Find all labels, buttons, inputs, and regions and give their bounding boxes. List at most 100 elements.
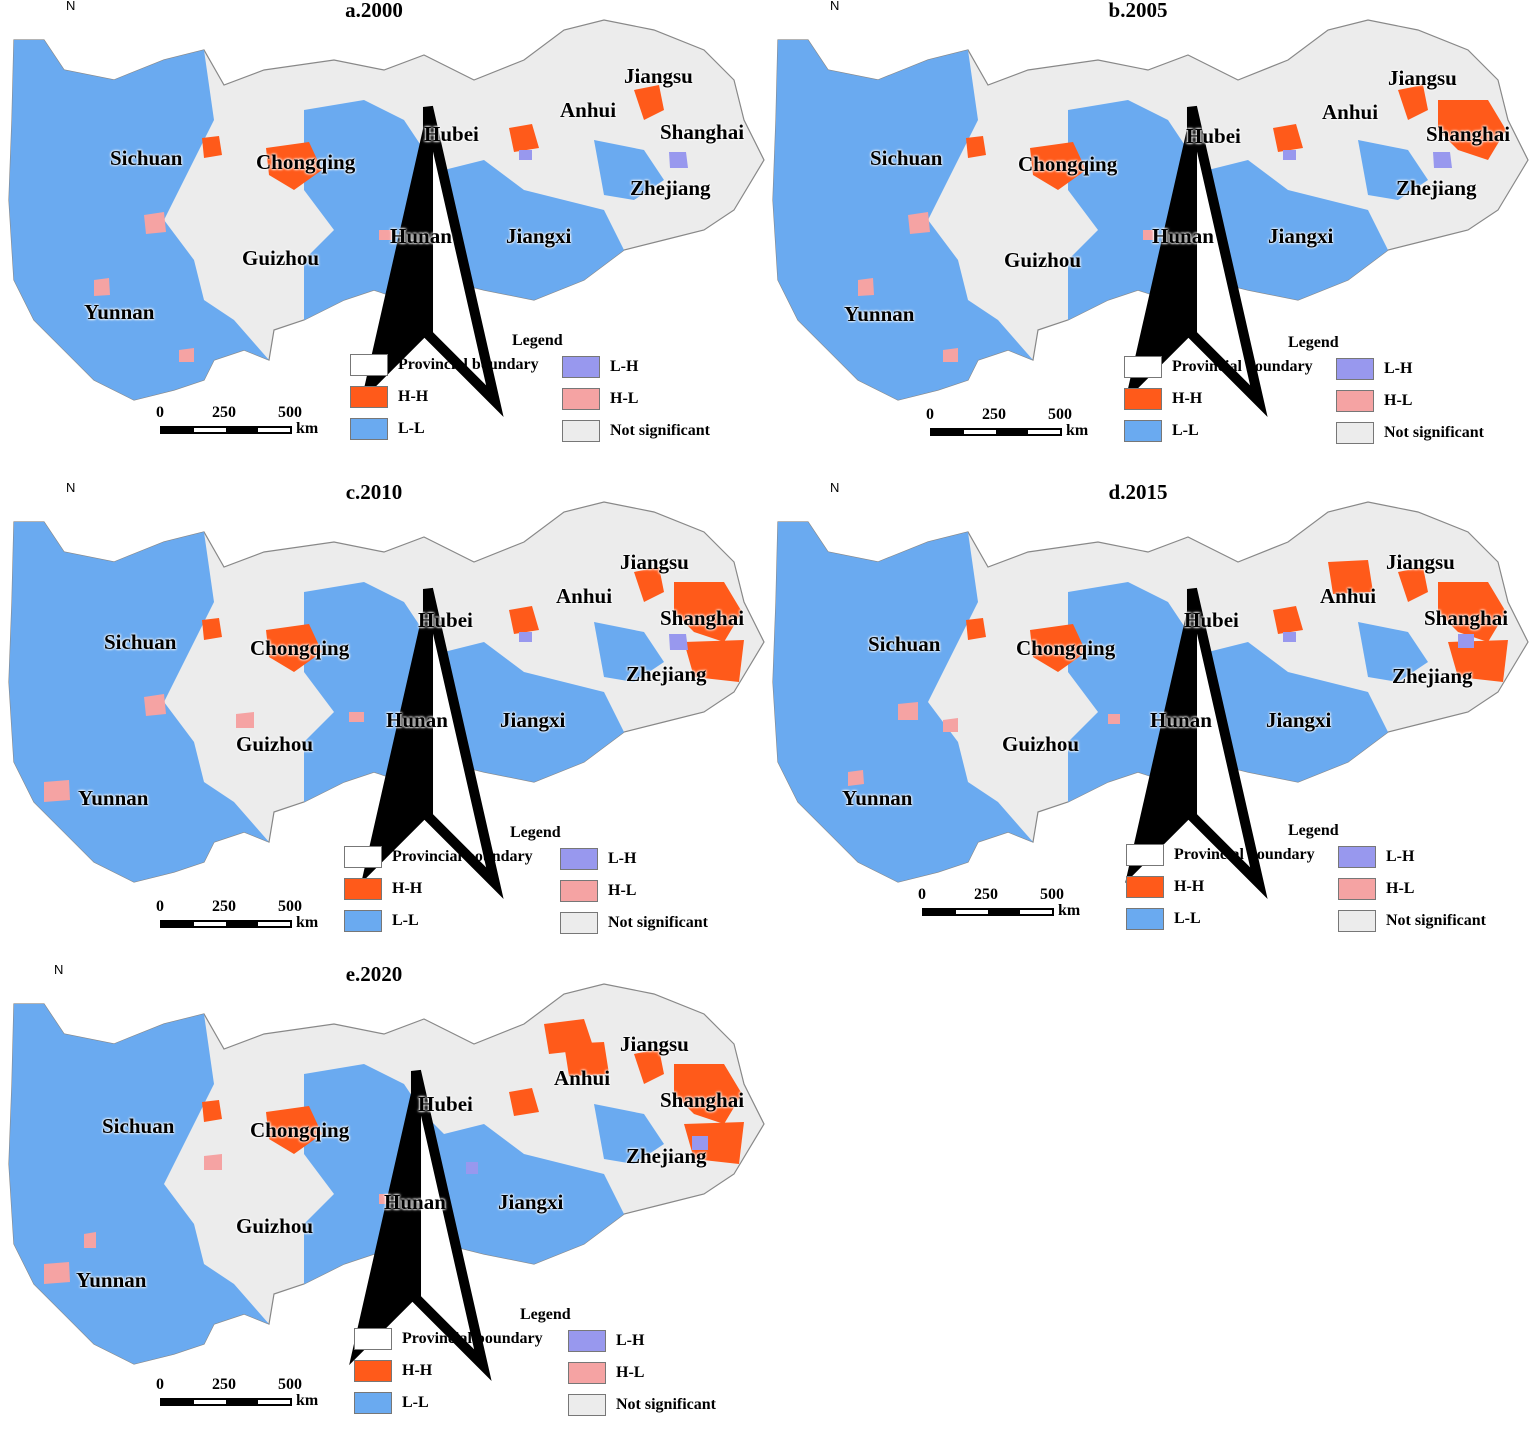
label-anhui: Anhui [1322,100,1379,124]
hl-sichuan [144,212,166,234]
panel-title: d.2015 [1108,480,1168,504]
scale-unit: km [296,1392,319,1409]
hh-chongqing [1030,142,1086,190]
ll-northeast [1358,140,1428,200]
legend-lh: L-H [568,1330,644,1352]
label-guizhou: Guizhou [242,246,320,270]
hh-chengdu [202,1100,222,1122]
label-hunan: Hunan [390,224,452,248]
hl-south [943,718,958,732]
label-jiangsu: Jiangsu [1386,550,1455,574]
hl-yunnan [858,278,874,296]
lh-hubei [1283,632,1296,642]
label-hubei: Hubei [424,122,479,146]
scale-zero: 0 [918,886,926,903]
lh-hubei [466,1162,478,1174]
label-jiangxi: Jiangxi [500,708,566,732]
map-panel-2005: b.2005 N Sichuan Chongqing Guizhou Yunna… [768,0,1529,468]
panel-title: c.2010 [345,480,403,504]
ll-northeast [594,1104,664,1164]
legend-hl: H-L [1336,390,1412,412]
label-chongqing: Chongqing [250,1118,350,1142]
scale-zero: 0 [156,898,164,915]
label-guizhou: Guizhou [236,1214,314,1238]
scale-max: 500 [278,1376,302,1393]
label-hunan: Hunan [384,1190,446,1214]
legend-not-significant: Not significant [560,912,708,934]
hh-chengdu [202,618,222,640]
hl-south [84,1232,96,1248]
lh-zhejiang [1433,152,1452,168]
hh-hubei [1273,124,1303,152]
legend-provincial-boundary: Provincial boundary [350,354,539,376]
label-yunnan: Yunnan [76,1268,147,1292]
north-arrow-icon: N [36,962,492,1381]
ll-northeast [594,140,664,200]
label-chongqing: Chongqing [1018,152,1118,176]
hh-chongqing [1030,624,1086,672]
ll-west-sichuan-yunnan [773,522,1033,882]
hh-hubei [509,124,539,152]
legend-label: Provincial boundary [398,356,539,373]
legend-label: L-L [392,912,419,929]
legend-ll: L-L [1126,908,1201,930]
scale-mid: 250 [212,404,236,421]
hh-chongqing [266,1106,322,1154]
scale-unit: km [1058,902,1081,919]
hh-chengdu [966,136,986,158]
ll-west-sichuan-yunnan [773,40,1033,400]
lh-hubei [519,150,532,160]
scale-max: 500 [278,404,302,421]
legend-lh: L-H [560,848,636,870]
legend-label: Provincial boundary [1174,846,1315,863]
label-guizhou: Guizhou [236,732,314,756]
ll-central [1068,582,1388,802]
hl-hunan [1108,714,1120,724]
label-sichuan: Sichuan [102,1114,175,1138]
label-sichuan: Sichuan [868,632,941,656]
lh-zhejiang [1458,634,1474,648]
scale-zero: 0 [156,1376,164,1393]
legend-hh: H-H [350,386,428,408]
hl-sichuan [898,702,918,720]
label-anhui: Anhui [1320,584,1377,608]
legend-label: L-H [610,358,639,375]
label-jiangxi: Jiangxi [1268,224,1334,248]
label-anhui: Anhui [560,98,617,122]
hh-hubei [1273,606,1303,634]
legend-label: Not significant [1386,912,1486,929]
legend-label: H-L [1384,392,1413,409]
hl-yunnan [848,770,864,786]
scale-mid: 250 [974,886,998,903]
legend-not-significant: Not significant [562,420,710,442]
hh-jiangsu [634,567,664,602]
hl-sichuan [144,694,166,716]
label-yunnan: Yunnan [78,786,149,810]
hh-chengdu [202,136,222,158]
legend-not-significant: Not significant [568,1394,716,1416]
hl-hunan [349,712,364,722]
legend-label: H-H [402,1362,433,1379]
legend-provincial-boundary: Provincial boundary [1124,356,1313,378]
lh-hubei [1283,150,1296,160]
legend-provincial-boundary: Provincial boundary [1126,844,1315,866]
panel-title: e.2020 [345,962,403,986]
legend-label: L-L [402,1394,429,1411]
legend-label: Provincial boundary [1172,358,1313,375]
legend-hl: H-L [568,1362,644,1384]
legend-label: H-H [1172,390,1203,407]
scale-max: 500 [1048,406,1072,423]
label-chongqing: Chongqing [250,636,350,660]
label-hubei: Hubei [418,1092,473,1116]
label-jiangsu: Jiangsu [624,64,693,88]
hh-shanghai [1438,582,1506,642]
hh-jiangsu [1398,85,1428,120]
label-jiangsu: Jiangsu [620,1032,689,1056]
north-arrow-icon: N [812,480,1268,899]
hh-chongqing [266,142,322,190]
scale-max: 500 [278,898,302,915]
map-panel-2020: e.2020 N Sichuan Chongqing Guizhou Yunna… [4,962,765,1432]
legend-title: Legend [510,824,561,841]
label-chongqing: Chongqing [256,150,356,174]
legend-ll: L-L [350,418,425,440]
